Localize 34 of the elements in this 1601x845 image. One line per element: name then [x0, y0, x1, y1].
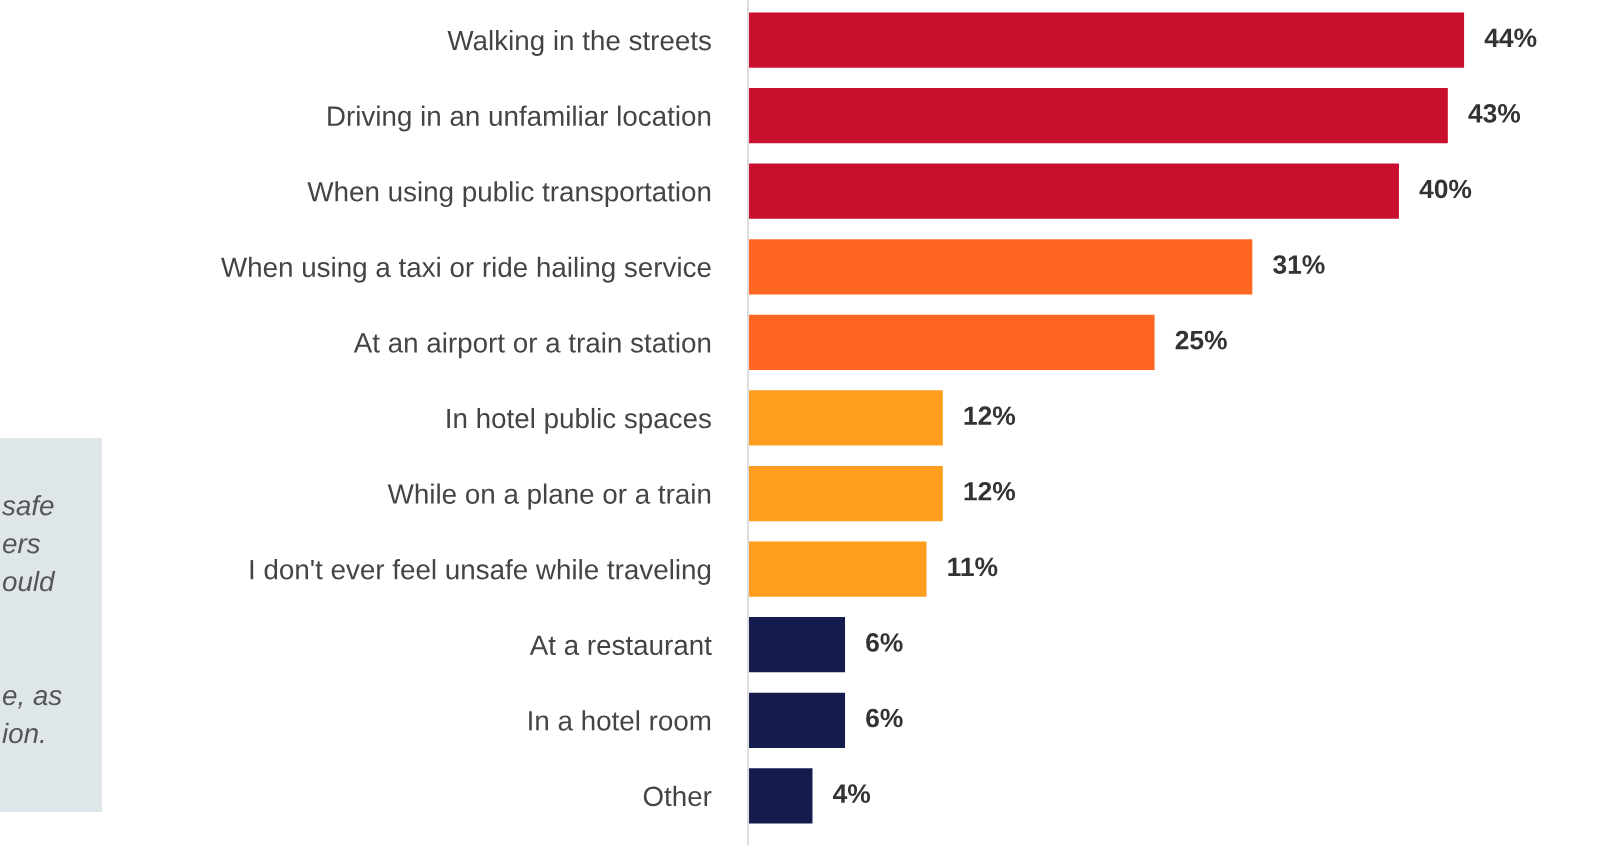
y-tick-label: At a restaurant — [529, 635, 712, 656]
data-label: 6% — [866, 633, 903, 652]
bar — [748, 86, 1450, 145]
data-label: 11% — [948, 557, 998, 577]
bar — [748, 313, 1156, 372]
y-tick-label: Driving in an unfamiliar location — [328, 105, 711, 132]
data-label: 25% — [1175, 330, 1227, 350]
y-tick-label: When using a taxi or ride hailing service — [221, 256, 711, 283]
y-tick-label: In hotel public spaces — [447, 407, 711, 434]
data-label: 12% — [964, 481, 1016, 501]
y-tick-label: When using public transportation — [307, 181, 711, 208]
bar — [748, 766, 814, 825]
y-tick-label: Other — [643, 785, 712, 807]
bar — [748, 691, 847, 750]
bar — [748, 615, 847, 674]
bar — [748, 237, 1254, 296]
bar — [748, 388, 945, 448]
bar — [748, 162, 1401, 221]
data-label: 43% — [1468, 104, 1521, 123]
data-label: 12% — [964, 406, 1016, 425]
y-tick-label: While on a plane or a train — [387, 483, 711, 510]
data-label: 44% — [1484, 28, 1537, 48]
y-tick-label: I don't ever feel unsafe while traveling — [250, 559, 711, 585]
bar — [748, 464, 945, 523]
y-tick-label: Walking in the streets — [447, 29, 711, 56]
text: safe ers ould e, as ion. — [2, 495, 62, 744]
data-label: 4% — [833, 784, 871, 803]
data-label: 6% — [866, 708, 903, 728]
y-tick-label: In a hotel room — [529, 710, 711, 731]
y-tick-label: At an airport or a train station — [353, 332, 711, 359]
bar — [748, 11, 1466, 70]
data-label: 31% — [1273, 255, 1325, 274]
bar — [748, 540, 928, 599]
data-label: 40% — [1419, 179, 1472, 199]
